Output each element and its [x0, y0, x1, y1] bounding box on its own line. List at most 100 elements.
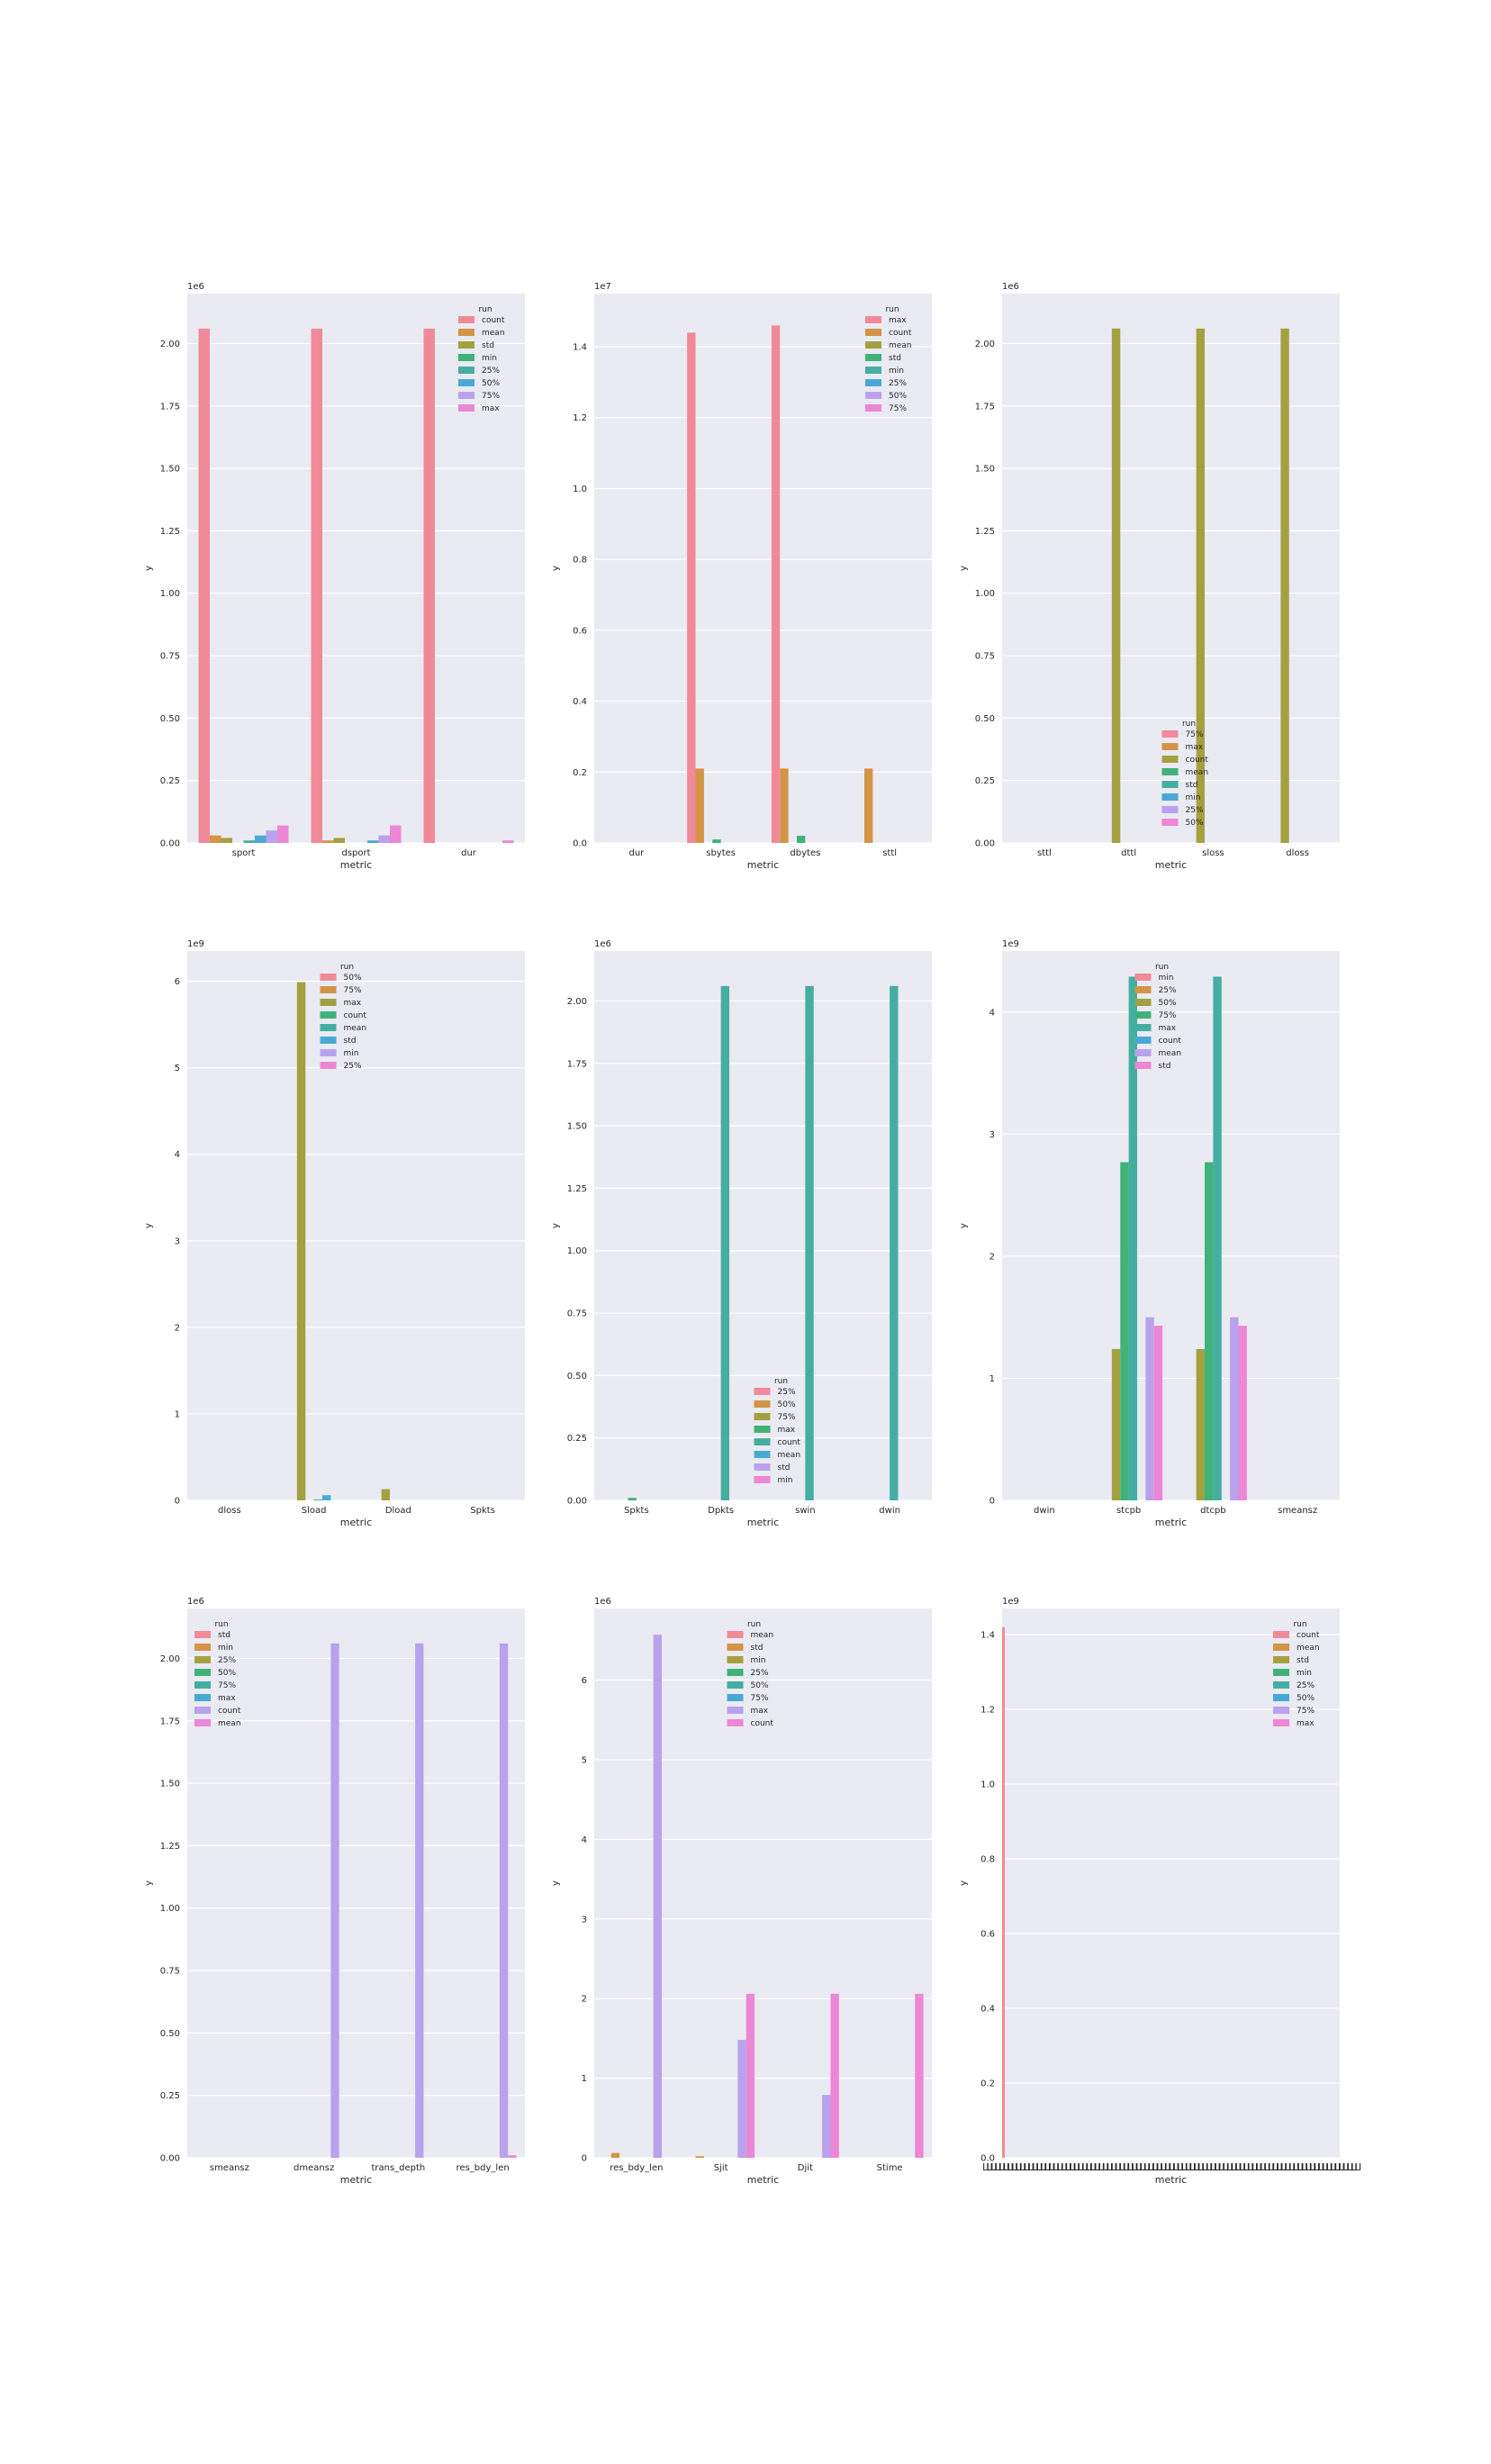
legend-swatch: [320, 1011, 337, 1019]
plot-area: [594, 1608, 932, 2158]
x-tick-label-illegible: Ш: [987, 2161, 998, 2173]
y-tick-label: 0.75: [160, 652, 180, 662]
x-tick-label-illegible: Ш: [1135, 2161, 1146, 2173]
legend-label: std: [1297, 1656, 1309, 1665]
legend-swatch: [458, 316, 474, 323]
x-tick-label-illegible: Ш: [1288, 2161, 1299, 2173]
y-tick-label: 0.25: [160, 776, 180, 786]
bar: [1238, 1326, 1247, 1500]
legend-label: 50%: [344, 974, 362, 983]
subplot-6: 0 1 2 3 4 1e9 y metric dwin stcpb dtcpb smeansz run m…: [959, 939, 1340, 1528]
legend-swatch: [727, 1694, 744, 1701]
x-tick-label: dmeansz: [294, 2163, 334, 2173]
legend-swatch: [865, 392, 881, 399]
y-tick-label: 0.00: [160, 839, 180, 849]
legend-swatch: [1273, 1719, 1289, 1726]
legend-swatch: [1161, 743, 1179, 750]
legend-label: 50%: [1297, 1694, 1315, 1703]
bar: [322, 1495, 331, 1500]
y-scale-label: 1e6: [187, 1597, 204, 1607]
y-tick-label: 3: [989, 1130, 995, 1140]
legend-swatch: [320, 1062, 337, 1069]
legend-swatch: [320, 999, 337, 1006]
bar: [508, 2155, 517, 2158]
y-tick-label: 0: [989, 1497, 995, 1507]
y-tick-label: 0.0: [573, 839, 587, 849]
legend-swatch: [1161, 768, 1179, 775]
legend-label: 25%: [482, 367, 500, 376]
x-tick-label-illegible: Ш: [1040, 2161, 1051, 2173]
legend-label: std: [751, 1644, 764, 1653]
bar: [780, 768, 789, 843]
legend-swatch: [1134, 1011, 1152, 1019]
legend-swatch: [1134, 1024, 1152, 1031]
y-tick-label: 1.4: [573, 343, 587, 353]
bar: [1128, 976, 1137, 1500]
x-tick-label-illegible: Ш: [1202, 2161, 1213, 2173]
x-axis-label: metric: [747, 859, 779, 871]
y-tick-label: 0.00: [567, 1497, 587, 1507]
y-tick-label: 1: [582, 2074, 587, 2084]
y-tick-label: 4: [582, 1835, 587, 1845]
legend-label: max: [482, 404, 500, 413]
legend-label: mean: [1297, 1644, 1320, 1653]
bar: [1213, 976, 1222, 1500]
legend-title: run: [885, 305, 899, 314]
x-tick-label: Dload: [385, 1506, 411, 1516]
legend-swatch: [194, 1707, 211, 1714]
y-tick-label: 0.2: [573, 768, 587, 778]
x-tick-label: Stime: [877, 2163, 903, 2173]
y-tick-label: 1.75: [567, 1059, 587, 1069]
x-tick-label: sbytes: [706, 848, 736, 858]
bar: [737, 2040, 746, 2158]
legend-label: max: [344, 999, 362, 1008]
x-tick-label: dwin: [1034, 1506, 1055, 1516]
y-tick-label: 1.25: [567, 1184, 587, 1194]
legend-swatch: [727, 1719, 744, 1726]
legend-title: run: [1293, 1620, 1306, 1629]
bar: [502, 840, 514, 843]
x-tick-label-illegible: Ш: [1322, 2161, 1333, 2173]
legend-title: run: [774, 1377, 788, 1386]
y-tick-label: 1.00: [567, 1246, 587, 1256]
x-tick-label-illegible: Ш: [1181, 2161, 1192, 2173]
x-tick-label-illegible: Ш: [1127, 2161, 1138, 2173]
x-tick-label-illegible: Ш: [1339, 2161, 1350, 2173]
legend-swatch: [1134, 999, 1152, 1006]
legend-swatch: [1134, 1049, 1152, 1056]
y-tick-label: 0.00: [975, 839, 995, 849]
y-scale-label: 1e6: [1002, 282, 1019, 292]
x-tick-label-illegible: Ш: [1309, 2161, 1320, 2173]
x-tick-label-illegible: Ш: [1081, 2161, 1092, 2173]
legend-swatch: [865, 354, 881, 361]
y-tick-label: 0.75: [975, 652, 995, 662]
legend-label: 50%: [751, 1681, 769, 1690]
legend-label: max: [889, 316, 907, 325]
legend-label: std: [1159, 1062, 1171, 1071]
y-scale-label: 1e6: [594, 939, 611, 949]
plot-area: [187, 1608, 525, 2158]
legend-label: 75%: [889, 404, 907, 413]
y-tick-label: 0.4: [980, 2005, 995, 2015]
x-tick-label-illegible: Ш: [1239, 2161, 1250, 2173]
subplot-1: 0.00 0.25 0.50 0.75 1.00 1.25 1.50 1.75 2.00 1e6 y…: [144, 282, 525, 871]
x-tick-label-illegible: Ш: [1044, 2161, 1055, 2173]
x-tick-label-illegible: Ш: [1231, 2161, 1242, 2173]
plot-area: [187, 951, 525, 1500]
x-tick-label-illegible: Ш: [1268, 2161, 1279, 2173]
bar: [266, 830, 277, 843]
y-tick-label: 3: [175, 1237, 180, 1246]
x-axis-label: metric: [340, 1517, 372, 1528]
legend: run count mean std min 25% 50% 75% max: [1273, 1620, 1320, 1728]
bar: [797, 836, 806, 843]
y-tick-label: 0.50: [975, 714, 995, 724]
legend-label: 25%: [1159, 986, 1177, 995]
y-tick-label: 1.2: [573, 413, 587, 423]
bar: [1196, 1348, 1205, 1500]
legend-label: count: [751, 1719, 774, 1728]
x-tick-label: res_bdy_len: [610, 2163, 663, 2173]
x-tick-label: stcpb: [1116, 1506, 1141, 1516]
legend-swatch: [1273, 1631, 1289, 1638]
x-tick-label-illegible: Ш: [1351, 2161, 1361, 2173]
